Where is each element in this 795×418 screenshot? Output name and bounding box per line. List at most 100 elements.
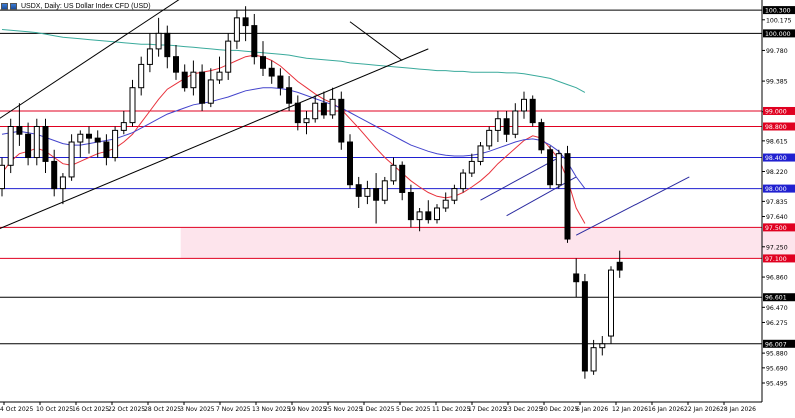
bear-candle: [181, 71, 188, 89]
bear-candle: [199, 71, 206, 104]
bear-candle: [51, 160, 58, 190]
bear-candle: [529, 98, 536, 124]
bear-candle: [94, 137, 101, 143]
bull-candle: [129, 87, 136, 124]
trend-line: [480, 157, 560, 201]
bull-candle: [451, 188, 458, 201]
bull-candle: [216, 71, 223, 81]
x-tick-label: 25 Nov 2025: [324, 406, 363, 413]
level-price-label: 98.400: [765, 155, 787, 162]
bull-candle: [460, 172, 467, 190]
level-price-tag: [763, 184, 795, 193]
x-tick-label: 5 Dec 2025: [396, 406, 431, 413]
trend-line: [575, 176, 690, 236]
chart-title: USDX, Daily: US Dollar Index CFD (USD): [21, 3, 151, 10]
bear-candle: [294, 102, 301, 124]
bear-candle: [25, 133, 32, 159]
trend-line: [349, 21, 403, 61]
x-tick-label: 10 Oct 2025: [36, 406, 73, 413]
x-tick-label: 17 Dec 2025: [468, 406, 507, 413]
bear-candle: [277, 75, 284, 89]
x-tick-label: 12 Jan 2026: [612, 406, 648, 413]
x-tick-label: 3 Nov 2025: [180, 406, 215, 413]
bear-candle: [268, 67, 275, 77]
bear-candle: [407, 191, 414, 221]
y-tick-label: 100.175: [766, 17, 792, 24]
bull-candle: [312, 102, 319, 120]
bull-candle: [59, 176, 66, 190]
y-tick-label: 96.470: [766, 305, 788, 312]
y-tick-label: 95.495: [766, 380, 788, 387]
bear-candle: [86, 133, 92, 139]
level-price-label: 100.000: [765, 31, 791, 38]
bull-candle: [33, 125, 40, 159]
bear-candle: [164, 32, 171, 58]
level-price-label: 98.800: [765, 124, 787, 131]
y-tick-label: 96.275: [766, 320, 788, 327]
level-price-label: 96.601: [765, 295, 787, 302]
bull-candle: [364, 188, 371, 197]
supply-zone: [180, 227, 795, 259]
bear-candle: [242, 17, 249, 27]
bull-candle: [207, 79, 214, 104]
level-price-label: 100.300: [765, 8, 791, 15]
x-tick-label: 22 Jan 2026: [684, 406, 720, 413]
level-price-label: 99.000: [765, 108, 787, 115]
x-tick-label: 6 Jan 2026: [576, 406, 608, 413]
bear-candle: [425, 211, 432, 221]
trendline-layer: [0, 0, 690, 236]
trend-line: [0, 0, 180, 119]
bull-candle: [120, 122, 127, 131]
level-price-label: 97.500: [765, 225, 787, 232]
bear-candle: [399, 164, 406, 193]
y-tick-label: 98.615: [766, 138, 788, 145]
bull-candle: [512, 110, 519, 135]
bull-candle: [416, 211, 423, 221]
bear-candle: [286, 87, 293, 104]
bull-candle: [146, 48, 153, 65]
bull-candle: [477, 145, 484, 162]
y-tick-label: 98.220: [766, 169, 788, 176]
y-tick-label: 95.880: [766, 351, 788, 358]
x-tick-label: 16 Jan 2026: [648, 406, 684, 413]
y-tick-label: 99.780: [766, 48, 788, 55]
bear-candle: [573, 273, 580, 283]
bull-candle: [434, 207, 440, 221]
levels-layer: [0, 9, 762, 345]
trend-line: [0, 48, 429, 229]
bear-candle: [538, 122, 545, 151]
bull-candle: [190, 71, 197, 89]
x-tick-label: 16 Oct 2025: [72, 406, 109, 413]
bear-candle: [16, 125, 23, 135]
y-tick-label: 97.250: [766, 244, 788, 251]
y-tick-label: 96.860: [766, 275, 788, 282]
chart-header: USDX, Daily: US Dollar Index CFD (USD): [0, 0, 151, 13]
chart-menu-icon[interactable]: [1, 3, 8, 10]
bull-candle: [521, 98, 527, 112]
y-tick-label: 95.690: [766, 365, 788, 372]
level-price-tag: [763, 106, 795, 115]
bull-candle: [68, 141, 75, 178]
level-price-label: 98.000: [765, 186, 787, 193]
x-tick-label: 1 Dec 2025: [360, 406, 395, 413]
bull-candle: [155, 32, 162, 50]
y-tick-label: 97.640: [766, 214, 788, 221]
moving-average-line: [1, 29, 586, 93]
level-price-tag: [763, 153, 795, 162]
level-price-tag: [763, 6, 795, 15]
bull-candle: [138, 63, 145, 89]
bear-candle: [547, 149, 554, 186]
x-tick-label: 19 Nov 2025: [288, 406, 327, 413]
level-price-tag: [763, 254, 795, 263]
symbol-icon[interactable]: [10, 3, 17, 10]
level-price-tag: [763, 293, 795, 302]
bull-candle: [590, 347, 597, 372]
bear-candle: [581, 281, 588, 372]
bull-candle: [486, 129, 493, 147]
x-tick-label: 28 Jan 2026: [720, 406, 756, 413]
x-tick-label: 30 Dec 2025: [540, 406, 579, 413]
bull-candle: [442, 199, 449, 209]
x-tick-label: 22 Oct 2025: [108, 406, 145, 413]
